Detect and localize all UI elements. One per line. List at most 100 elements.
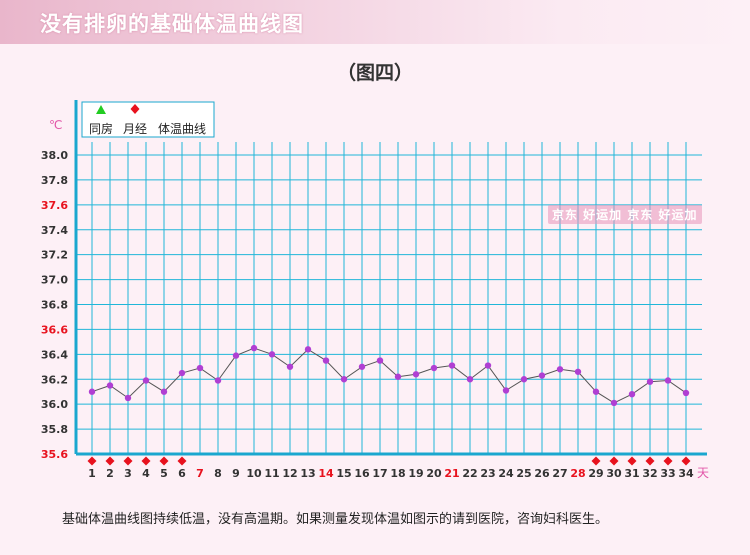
y-tick-label: 36.4 [41,348,68,361]
y-tick-label: 36.0 [41,398,68,411]
x-tick-label: 16 [354,467,370,480]
x-tick-label: 21 [444,467,459,480]
temperature-point [304,346,312,353]
y-tick-label: 35.8 [41,423,68,436]
y-tick-label: 36.2 [41,373,68,386]
temperature-point [502,387,510,394]
temperature-point [88,388,96,395]
x-axis-unit: 天 [697,466,709,480]
temperature-point [412,371,420,378]
temperature-point [160,388,168,395]
temperature-line [91,347,687,404]
menstruation-marker [87,456,97,466]
temperature-point [574,368,582,375]
x-tick-label: 11 [264,467,279,480]
temperature-point [466,376,474,383]
y-tick-label: 37.0 [41,274,68,287]
temperature-point [250,344,258,352]
menstruation-marker [123,456,133,466]
y-tick-label: 36.8 [41,299,68,312]
temperature-point [520,376,528,383]
legend-box [81,101,215,138]
y-tick-label: 35.6 [41,448,68,461]
menstruation-marker [681,456,691,466]
x-tick-label: 20 [426,467,442,480]
legend-label-intercourse: 同房 [89,121,113,136]
menstruation-marker [105,456,115,466]
menstruation-marker [663,456,673,466]
y-tick-label: 37.6 [41,199,68,212]
temperature-point [232,352,240,359]
x-tick-label: 32 [642,467,657,480]
temperature-point [484,362,492,369]
y-tick-label: 37.2 [41,249,68,262]
x-tick-label: 4 [142,467,150,480]
x-tick-label: 14 [318,467,334,480]
x-tick-label: 12 [282,467,297,480]
menstruation-marker [609,456,619,466]
x-tick-label: 8 [214,467,222,480]
temperature-point [682,389,690,397]
temperature-point [286,363,294,370]
temperature-point [538,372,546,379]
legend-diamond-icon [130,104,140,114]
header-banner: 没有排卵的基础体温曲线图 [0,0,750,44]
temperature-point [124,394,132,402]
temperature-point [376,357,384,364]
temperature-point [106,382,114,389]
x-tick-label: 19 [408,467,423,480]
y-axis-unit: ℃ [49,118,62,132]
watermark: 京东 好运加 京东 好运加 [548,205,702,224]
x-tick-label: 17 [372,467,387,480]
legend-label-temperature: 体温曲线 [158,122,206,136]
menstruation-marker [627,456,637,466]
legend-label-menstruation: 月经 [123,122,147,136]
x-tick-label: 26 [534,467,550,480]
x-tick-label: 30 [606,467,622,480]
temperature-point [196,364,204,372]
figure-number: （图四） [336,62,413,84]
y-tick-label: 36.6 [41,323,68,336]
temperature-point [592,388,600,395]
temperature-point [448,362,456,369]
temperature-point [214,377,222,384]
y-tick-label: 37.8 [41,174,68,187]
temperature-point [430,364,438,372]
x-tick-label: 10 [246,467,262,480]
x-tick-label: 18 [390,467,405,480]
temperature-point [268,351,276,358]
chart-caption: 基础体温曲线图持续低温，没有高温期。如果测量发现体温如图示的请到医院，咨询妇科医… [62,512,609,527]
x-tick-label: 15 [336,467,351,480]
y-tick-label: 37.4 [41,224,68,237]
temperature-point [664,377,672,384]
menstruation-marker [591,456,601,466]
legend-triangle-icon [96,105,106,114]
temperature-point [556,366,564,373]
x-tick-label: 7 [196,467,204,480]
page-title: 没有排卵的基础体温曲线图 [40,12,304,36]
temperature-point [178,369,186,377]
temperature-point [394,373,402,380]
x-tick-label: 6 [178,467,186,480]
menstruation-marker [141,456,151,466]
x-tick-label: 13 [300,467,315,480]
x-tick-label: 34 [678,467,694,480]
x-tick-label: 5 [160,467,168,480]
menstruation-marker [177,456,187,466]
x-tick-label: 23 [480,467,495,480]
x-tick-label: 22 [462,467,477,480]
x-tick-label: 31 [624,467,639,480]
x-tick-label: 1 [88,467,96,480]
menstruation-marker [159,456,169,466]
temperature-point [340,376,348,383]
x-tick-label: 25 [516,467,531,480]
x-tick-label: 9 [232,467,240,480]
x-tick-label: 33 [660,467,675,480]
x-tick-label: 2 [106,467,114,480]
y-tick-label: 38.0 [41,149,68,162]
x-tick-label: 29 [588,467,603,480]
x-tick-label: 3 [124,467,132,480]
temperature-point [610,399,618,407]
menstruation-marker [645,456,655,466]
